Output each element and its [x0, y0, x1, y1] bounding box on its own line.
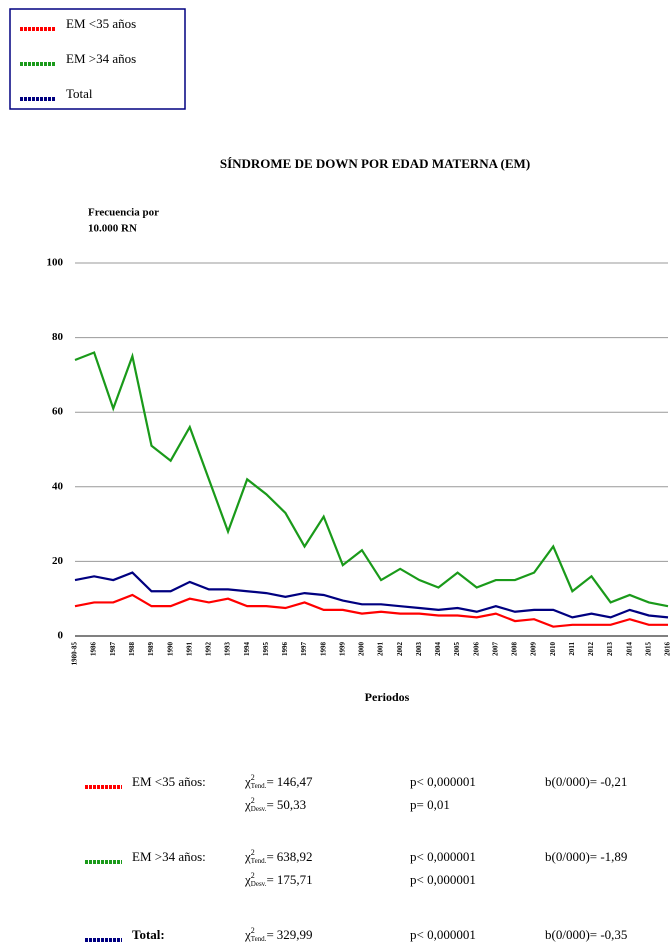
- x-tick-label: 2004: [434, 642, 442, 657]
- chi-square: χ2 Tend.= 146,47: [244, 773, 313, 790]
- x-tick-label: 2013: [606, 642, 614, 657]
- series-line: [74, 351, 669, 608]
- y-tick-label: 20: [52, 555, 64, 567]
- y-tick-label: 0: [58, 630, 64, 642]
- chi-sub: Tend.: [251, 857, 267, 865]
- x-tick-label: 1986: [90, 642, 98, 657]
- y-tick-label: 100: [47, 257, 64, 269]
- y-axis-label: 10.000 RN: [88, 223, 137, 235]
- chi-sup: 2: [251, 848, 255, 857]
- x-tick-label: 1992: [205, 642, 213, 657]
- chi-sub: Tend.: [251, 782, 267, 790]
- chi-eq: =: [266, 797, 273, 812]
- x-tick-label: 2000: [358, 642, 366, 657]
- chi-eq: =: [266, 774, 273, 789]
- chi-sup: 2: [251, 796, 255, 805]
- chi-eq: =: [266, 849, 273, 864]
- x-axis-label: Periodos: [365, 690, 410, 704]
- chi-square: χ2 Desv.= 50,33: [244, 796, 306, 813]
- y-tick-label: 60: [52, 406, 64, 418]
- legend-label: EM <35 años: [66, 16, 136, 31]
- chi-eq: =: [266, 927, 273, 942]
- x-tick-label: 1991: [185, 642, 193, 657]
- x-tick-label: 2001: [377, 642, 385, 657]
- stats-label: EM >34 años:: [132, 849, 206, 864]
- chart-title: SÍNDROME DE DOWN POR EDAD MATERNA (EM): [220, 156, 530, 171]
- chi-symbol: χ: [244, 872, 251, 887]
- p-tend: p< 0,000001: [410, 927, 476, 942]
- b-value: b(0/000)= -0,35: [545, 927, 627, 942]
- x-tick-label: 2006: [472, 642, 480, 657]
- x-tick-label: 1998: [319, 642, 327, 657]
- x-tick-label: 1989: [147, 642, 155, 657]
- x-tick-label: 1987: [109, 642, 117, 657]
- chi-tend-value: 638,92: [277, 849, 313, 864]
- p-desv: p= 0,01: [410, 797, 450, 812]
- x-tick-label: 1993: [224, 642, 232, 657]
- stats-label: Total:: [132, 927, 165, 942]
- legend-box: [9, 8, 186, 110]
- x-tick-label: 1990: [166, 642, 174, 657]
- chi-sub: Desv.: [251, 805, 267, 813]
- x-tick-label: 2010: [549, 642, 557, 657]
- chi-sub: Desv.: [251, 880, 267, 888]
- y-tick-label: 40: [52, 480, 64, 492]
- chi-symbol: χ: [244, 774, 251, 789]
- x-tick-label: 1999: [338, 642, 346, 657]
- chi-square: χ2 Tend.= 329,99: [244, 926, 313, 943]
- legend-label: Total: [66, 86, 93, 101]
- chi-sub: Tend.: [251, 935, 267, 943]
- x-tick-label: 1996: [281, 642, 289, 657]
- series-line: [74, 593, 668, 628]
- b-value: b(0/000)= -1,89: [545, 849, 627, 864]
- x-tick-label: 1997: [300, 642, 308, 657]
- chi-sup: 2: [251, 871, 255, 880]
- p-tend: p< 0,000001: [410, 774, 476, 789]
- chi-sup: 2: [251, 926, 255, 935]
- chi-square: χ2 Tend.= 638,92: [244, 848, 313, 865]
- x-tick-label: 2002: [396, 642, 404, 657]
- x-tick-label: 2011: [568, 642, 576, 656]
- chi-eq: =: [266, 872, 273, 887]
- x-tick-label: 2008: [511, 642, 519, 657]
- chi-sup: 2: [251, 773, 255, 782]
- chi-symbol: χ: [244, 849, 251, 864]
- x-tick-label: 2007: [491, 642, 499, 657]
- stats-label: EM <35 años:: [132, 774, 206, 789]
- x-tick-label: 1980-85: [71, 642, 79, 666]
- chi-symbol: χ: [244, 927, 251, 942]
- x-tick-label: 1994: [243, 642, 251, 657]
- chi-tend-value: 146,47: [277, 774, 313, 789]
- x-tick-label: 2012: [587, 642, 595, 657]
- x-tick-label: 1988: [128, 642, 136, 657]
- b-value: b(0/000)= -0,21: [545, 774, 627, 789]
- x-tick-label: 2003: [415, 642, 423, 657]
- y-axis-label: Frecuencia por: [88, 207, 159, 219]
- chi-square: χ2 Desv.= 175,71: [244, 871, 313, 888]
- x-tick-label: 2015: [644, 642, 652, 657]
- chi-desv-value: 175,71: [277, 872, 313, 887]
- series-line: [74, 571, 669, 619]
- p-desv: p< 0,000001: [410, 872, 476, 887]
- x-tick-label: 2016: [664, 642, 671, 657]
- chi-desv-value: 50,33: [277, 797, 306, 812]
- y-tick-label: 80: [52, 331, 64, 343]
- legend-label: EM >34 años: [66, 51, 136, 66]
- chi-symbol: χ: [244, 797, 251, 812]
- chi-tend-value: 329,99: [277, 927, 313, 942]
- x-tick-label: 2014: [625, 642, 633, 657]
- x-tick-label: 1995: [262, 642, 270, 657]
- x-tick-label: 2005: [453, 642, 461, 657]
- p-tend: p< 0,000001: [410, 849, 476, 864]
- x-tick-label: 2009: [530, 642, 538, 657]
